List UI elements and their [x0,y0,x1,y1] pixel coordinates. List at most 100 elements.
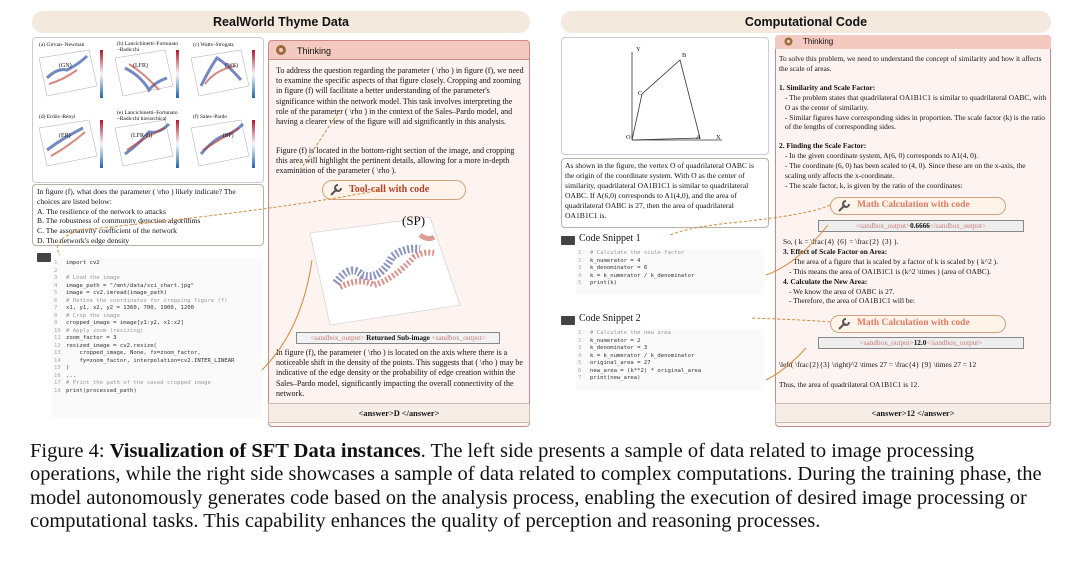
math-pill-1: Math Calculation with code [830,197,1006,215]
line-text: fy=zoom_factor, interpolation=cv2.INTER_… [66,357,235,364]
line-text: k_denominator = 3 [590,345,648,351]
line-text: image = cv2.imread(image_path) [66,290,168,296]
right-thinking-label: Thinking [803,37,834,46]
line-text: new_area = (k**2) * original_area [590,367,702,374]
label-a: (a) Girvan–Newman [39,42,85,48]
code-line: 2 k_numerator = 2 [578,338,762,346]
line-number: 5 [578,360,582,366]
line-number: 18 [54,387,61,394]
left-answer: <answer>D </answer> [268,403,530,423]
line-text: k_numerator = 4 [590,257,641,264]
caption-text: . The left side presents a sample of dat… [30,440,1042,532]
caption-bold: Visualization of SFT Data instances [109,440,421,462]
line-number: 5 [578,280,582,286]
label-e: (e) Lancichinetti–Fortunato –Radicchi hi… [117,110,178,122]
code-line: 18 print(processed_path) [54,388,260,396]
line-text: x1, y1, x2, y2 = 1360, 700, 1900, 1200 [66,305,194,311]
code-line: 3 # Load the image [54,275,260,283]
code-line: 14 fy=zoom_factor, interpolation=cv2.INT… [54,358,260,366]
code-line: 11 zoom_factor = 3 [54,335,260,343]
math-pill-2: Math Calculation with code [830,315,1006,333]
s2-item-2: - The scale factor, k, is given by the r… [785,180,963,190]
choice-c: C. The assortativity coefficient of the … [37,226,177,236]
line-number: 11 [54,335,61,341]
left-thinking-header: Thinking [268,40,530,60]
tag-b: (LFR) [133,63,148,69]
s3-item-1: - This means the area of OA1B1C1 is (k^2… [789,266,992,276]
code-line: 13 cropped_image, None, fx=zoom_factor, [54,350,260,358]
code-line: 2 [54,268,260,276]
code-line: 6 new_area = (k**2) * original_area [578,368,762,376]
s2-item-0: - In the given coordinate system, A(6, 0… [785,151,979,161]
line-text: original_area = 27 [590,360,651,366]
line-number: 5 [54,290,58,296]
line-number: 13 [54,350,61,356]
right-sandbox-2: <sandbox_output>12.0</sandbox_output> [818,337,1024,349]
math-label-1: Math Calculation with code [857,200,970,210]
sandbox-text: Returned Sub-image [366,334,430,342]
terminal-icon [37,253,51,262]
right-thinking-body: To solve this problem, we need to unders… [779,54,1047,191]
code-line: 2 k_numerator = 4 [578,258,762,266]
source-figure: (a) Girvan–Newman (b) Lancichinetti–Fort… [32,37,264,183]
sub-image-tag: (SP) [402,213,426,228]
intro: To solve this problem, we need to unders… [779,54,1042,73]
left-question-text: In figure (f), what does the parameter (… [37,187,236,206]
code-line: 1 import cv2 [54,260,260,268]
code-line: 9 cropped_image = image[y1:y2, x1:x2] [54,320,260,328]
plot-d [38,119,103,168]
tag-c: (WS) [225,63,238,69]
line-text: k = k_numerator / k_denominator [590,272,695,279]
left-after-text: In figure (f), the parameter ( \rho ) is… [276,348,523,398]
s1-title: 1. Similarity and Scale Factor: [779,82,876,92]
label-C: C [638,90,643,97]
right-thinking-header: Thinking [775,35,1051,49]
line-text: import cv2 [66,260,100,266]
geometry-figure: Y B C O A X [561,37,769,155]
left-question: In figure (f), what does the parameter (… [32,184,264,246]
right-panel-title: Computational Code [561,11,1051,33]
snippet2-label: Code Snippet 2 [579,313,641,324]
snippet2-code: 1 # Calculate the new area 2 k_numerator = … [576,329,764,391]
label-d: (d) Erdős–Rényi [39,114,76,120]
line-text: ) [66,365,70,371]
code-line: 16... [54,373,260,381]
right-question-text: As shown in the figure, the vertex O of … [565,161,754,220]
label-b: (b) Lancichinetti–Fortunato –Radicchi [117,41,178,53]
figure-caption: Figure 4: Visualization of SFT Data inst… [30,440,1060,533]
line-number: 2 [54,267,58,274]
plot-a [38,49,103,98]
line-text: k = k_numerator / k_denominator [590,352,695,359]
geometry-diagram [631,52,722,141]
sandbox2-open: <sandbox_output> [859,339,914,347]
left-code-block: 1 import cv2 2 3 # Load the image 4 image_path… [52,258,262,418]
line-text: zoom_factor = 3 [66,335,117,341]
line-text: k_numerator = 2 [590,337,641,344]
code-line: 8 # Crop the image [54,313,260,321]
code-line: 7 x1, y1, x2, y2 = 1360, 700, 1900, 1200 [54,305,260,313]
line-text: print(new_area) [590,375,641,381]
tool-call-label: Tool-call with code [349,184,430,195]
conclusion: Thus, the area of quadrilateral OA1B1C1 … [779,380,920,389]
line-number: 4 [578,272,582,279]
code-line: 3 k_denominator = 3 [578,345,762,353]
s4-item-1: - Therefore, the area of OA1B1C1 will be… [789,296,915,306]
sandbox1-close: </sandbox_output> [929,222,986,230]
code-line: 6 # Define the coordinates for cropping f… [54,298,260,306]
plot-c [190,49,255,98]
code-line: 5 print(k) [578,280,762,288]
label-B: B [682,52,687,59]
code-line: 10 # Apply zoom (resizing) [54,328,260,336]
code-line: 4 k = k_numerator / k_denominator [578,353,762,361]
tag-e: (LFR-H) [131,133,153,139]
plot-f [190,119,255,168]
snippet1-terminal-icon [561,236,575,245]
left-thinking-p2: Figure (f) is located in the bottom-righ… [276,146,515,176]
line-number: 7 [54,305,58,311]
tag-d: (ER) [59,133,71,139]
source-figure-plots [38,49,255,168]
right-question: As shown in the figure, the vertex O of … [561,158,769,228]
line-text: k_denominator = 6 [590,265,648,271]
s1-item-0: - The problem states that quadrilateral … [785,92,1047,112]
label-f: (f) Sales–Pardo [193,114,228,120]
